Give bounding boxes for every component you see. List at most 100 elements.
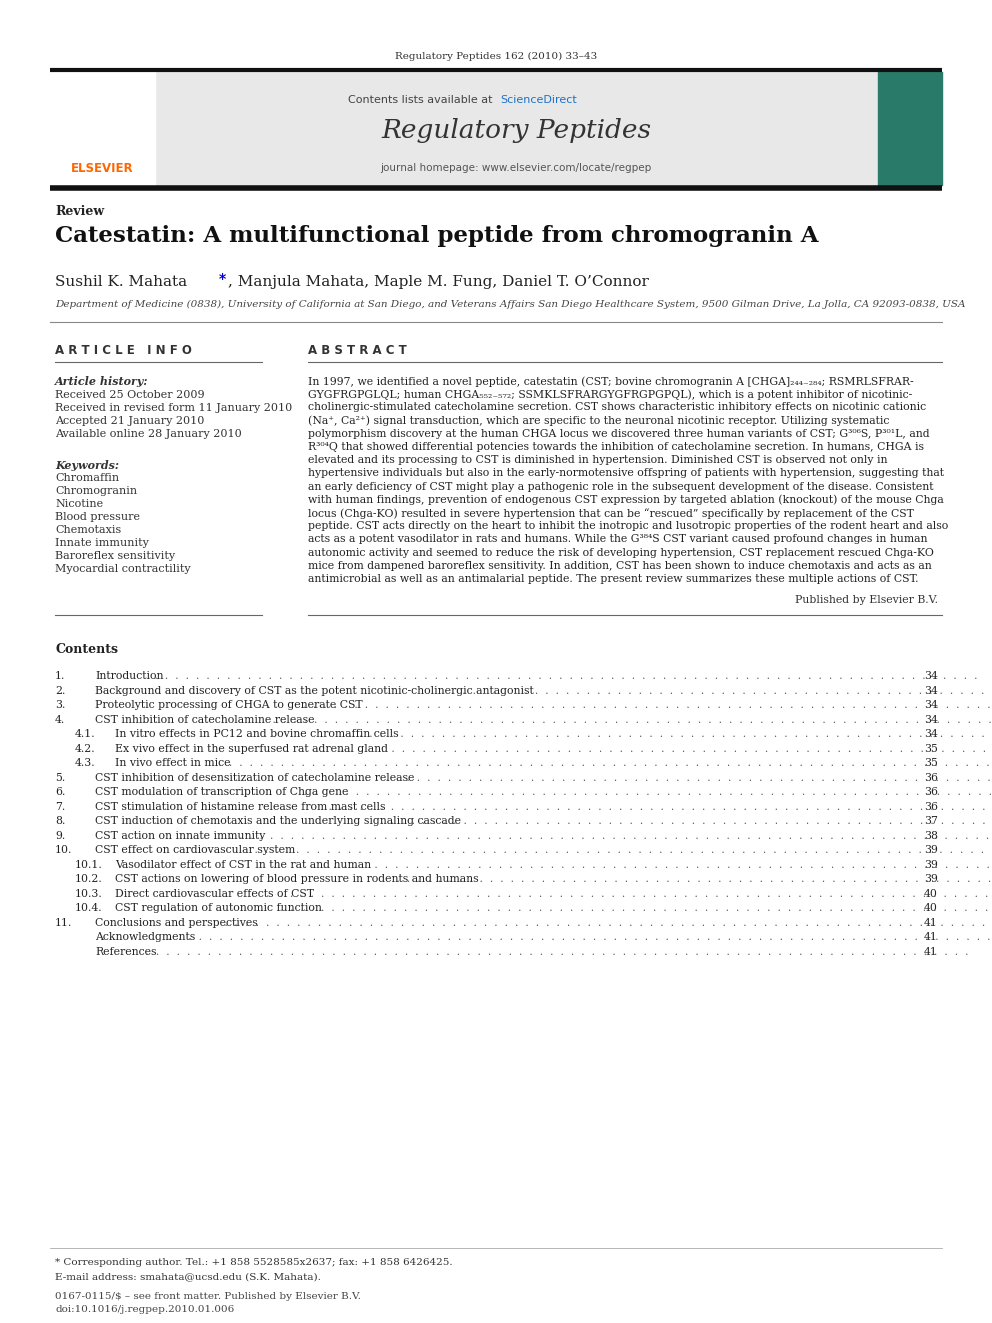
Text: elevated and its processing to CST is diminished in hypertension. Diminished CST: elevated and its processing to CST is di… — [308, 455, 888, 466]
Text: Available online 28 January 2010: Available online 28 January 2010 — [55, 429, 242, 439]
Text: Introduction: Introduction — [95, 671, 164, 681]
Text: Chemotaxis: Chemotaxis — [55, 525, 121, 534]
Text: A R T I C L E   I N F O: A R T I C L E I N F O — [55, 344, 191, 357]
Text: .  .  .  .  .  .  .  .  .  .  .  .  .  .  .  .  .  .  .  .  .  .  .  .  .  .  . : . . . . . . . . . . . . . . . . . . . . … — [269, 714, 992, 725]
Text: 10.4.: 10.4. — [75, 904, 102, 913]
Text: ScienceDirect: ScienceDirect — [500, 95, 576, 105]
Text: .  .  .  .  .  .  .  .  .  .  .  .  .  .  .  .  .  .  .  .  .  .  .  .  .  .  . : . . . . . . . . . . . . . . . . . . . . … — [221, 918, 992, 927]
Text: Innate immunity: Innate immunity — [55, 538, 149, 548]
Text: cholinergic-stimulated catecholamine secretion. CST shows characteristic inhibit: cholinergic-stimulated catecholamine sec… — [308, 402, 927, 413]
Text: .  .  .  .  .  .  .  .  .  .  .  .  .  .  .  .  .  .  .  .  .  .  .  .  .  .  . : . . . . . . . . . . . . . . . . . . . . … — [143, 947, 972, 957]
Text: 5.: 5. — [55, 773, 65, 783]
Text: 2.: 2. — [55, 685, 65, 696]
Text: .  .  .  .  .  .  .  .  .  .  .  .  .  .  .  .  .  .  .  .  .  .  .  .  .  .  . : . . . . . . . . . . . . . . . . . . . . … — [214, 758, 992, 769]
Text: Accepted 21 January 2010: Accepted 21 January 2010 — [55, 415, 204, 426]
Text: Keywords:: Keywords: — [55, 460, 119, 471]
Text: 35: 35 — [925, 744, 938, 754]
Text: antimicrobial as well as an antimalarial peptide. The present review summarizes : antimicrobial as well as an antimalarial… — [308, 574, 919, 583]
Text: 39: 39 — [925, 875, 938, 884]
Text: Contents lists available at: Contents lists available at — [348, 95, 496, 105]
Text: 36: 36 — [924, 802, 938, 812]
Text: .  .  .  .  .  .  .  .  .  .  .  .  .  .  .  .  .  .  .  .  .  .  .  .  .  .  . : . . . . . . . . . . . . . . . . . . . . … — [438, 685, 992, 696]
Text: .  .  .  .  .  .  .  .  .  .  .  .  .  .  .  .  .  .  .  .  .  .  .  .  .  .  . : . . . . . . . . . . . . . . . . . . . . … — [165, 933, 992, 942]
Text: 34: 34 — [925, 685, 938, 696]
Text: Blood pressure: Blood pressure — [55, 512, 140, 523]
Text: 10.: 10. — [55, 845, 72, 855]
Text: CST inhibition of desensitization of catecholamine release: CST inhibition of desensitization of cat… — [95, 773, 415, 783]
Text: Department of Medicine (0838), University of California at San Diego, and Vetera: Department of Medicine (0838), Universit… — [55, 300, 965, 310]
Text: Published by Elsevier B.V.: Published by Elsevier B.V. — [795, 595, 938, 605]
Text: Baroreflex sensitivity: Baroreflex sensitivity — [55, 550, 176, 561]
Text: peptide. CST acts directly on the heart to inhibit the inotropic and lusotropic : peptide. CST acts directly on the heart … — [308, 521, 948, 532]
Text: .  .  .  .  .  .  .  .  .  .  .  .  .  .  .  .  .  .  .  .  .  .  .  .  .  .  . : . . . . . . . . . . . . . . . . . . . . … — [345, 729, 992, 740]
Text: Conclusions and perspectives: Conclusions and perspectives — [95, 918, 258, 927]
Text: 3.: 3. — [55, 700, 65, 710]
Text: .  .  .  .  .  .  .  .  .  .  .  .  .  .  .  .  .  .  .  .  .  .  .  .  .  .  . : . . . . . . . . . . . . . . . . . . . . … — [276, 889, 992, 898]
Text: Ex vivo effect in the superfused rat adrenal gland: Ex vivo effect in the superfused rat adr… — [115, 744, 388, 754]
Text: 34: 34 — [925, 729, 938, 740]
Text: 0167-0115/$ – see front matter. Published by Elsevier B.V.: 0167-0115/$ – see front matter. Publishe… — [55, 1293, 361, 1301]
Text: Vasodilator effect of CST in the rat and human: Vasodilator effect of CST in the rat and… — [115, 860, 371, 869]
Text: 4.3.: 4.3. — [75, 758, 95, 769]
Text: E-mail address: smahata@ucsd.edu (S.K. Mahata).: E-mail address: smahata@ucsd.edu (S.K. M… — [55, 1271, 320, 1281]
Text: an early deficiency of CST might play a pathogenic role in the subsequent develo: an early deficiency of CST might play a … — [308, 482, 933, 492]
Text: Background and discovery of CST as the potent nicotinic-cholinergic antagonist: Background and discovery of CST as the p… — [95, 685, 534, 696]
Text: hypertensive individuals but also in the early-normotensive offspring of patient: hypertensive individuals but also in the… — [308, 468, 944, 479]
Text: In 1997, we identified a novel peptide, catestatin (CST; bovine chromogranin A [: In 1997, we identified a novel peptide, … — [308, 376, 914, 386]
Text: (Na⁺, Ca²⁺) signal transduction, which are specific to the neuronal nicotinic re: (Na⁺, Ca²⁺) signal transduction, which a… — [308, 415, 890, 426]
Text: CST regulation of autonomic function: CST regulation of autonomic function — [115, 904, 321, 913]
Text: mice from dampened baroreflex sensitivity. In addition, CST has been shown to in: mice from dampened baroreflex sensitivit… — [308, 561, 931, 570]
Text: 4.2.: 4.2. — [75, 744, 95, 754]
Text: CST stimulation of histamine release from mast cells: CST stimulation of histamine release fro… — [95, 802, 386, 812]
Text: locus (Chga-KO) resulted in severe hypertension that can be “rescued” specifical: locus (Chga-KO) resulted in severe hyper… — [308, 508, 914, 519]
Text: CST induction of chemotaxis and the underlying signaling cascade: CST induction of chemotaxis and the unde… — [95, 816, 461, 826]
Text: *: * — [219, 273, 226, 286]
Text: 34: 34 — [925, 700, 938, 710]
Text: 40: 40 — [925, 889, 938, 898]
Text: CST actions on lowering of blood pressure in rodents and humans: CST actions on lowering of blood pressur… — [115, 875, 478, 884]
Text: 36: 36 — [924, 787, 938, 798]
Text: Chromogranin: Chromogranin — [55, 486, 137, 496]
Text: doi:10.1016/j.regpep.2010.01.006: doi:10.1016/j.regpep.2010.01.006 — [55, 1304, 234, 1314]
Text: Acknowledgments: Acknowledgments — [95, 933, 195, 942]
Text: 40: 40 — [925, 904, 938, 913]
Text: In vivo effect in mice: In vivo effect in mice — [115, 758, 230, 769]
Text: 9.: 9. — [55, 831, 65, 840]
Text: 34: 34 — [925, 714, 938, 725]
Text: References: References — [95, 947, 157, 957]
Text: Received in revised form 11 January 2010: Received in revised form 11 January 2010 — [55, 404, 293, 413]
Text: 38: 38 — [924, 831, 938, 840]
Text: .  .  .  .  .  .  .  .  .  .  .  .  .  .  .  .  .  .  .  .  .  .  .  .  .  .  . : . . . . . . . . . . . . . . . . . . . . … — [225, 831, 992, 840]
Text: Regulatory Peptides 162 (2010) 33–43: Regulatory Peptides 162 (2010) 33–43 — [395, 52, 597, 61]
Text: Direct cardiovascular effects of CST: Direct cardiovascular effects of CST — [115, 889, 314, 898]
Text: * Corresponding author. Tel.: +1 858 5528585x2637; fax: +1 858 6426425.: * Corresponding author. Tel.: +1 858 552… — [55, 1258, 452, 1267]
Text: 37: 37 — [925, 816, 938, 826]
Text: 6.: 6. — [55, 787, 65, 798]
Text: 10.1.: 10.1. — [75, 860, 103, 869]
Text: 39: 39 — [925, 860, 938, 869]
Text: Received 25 October 2009: Received 25 October 2009 — [55, 390, 204, 400]
Text: .  .  .  .  .  .  .  .  .  .  .  .  .  .  .  .  .  .  .  .  .  .  .  .  .  .  . : . . . . . . . . . . . . . . . . . . . . … — [251, 845, 992, 855]
Text: autonomic activity and seemed to reduce the risk of developing hypertension, CST: autonomic activity and seemed to reduce … — [308, 548, 933, 557]
Text: 4.: 4. — [55, 714, 65, 725]
Text: Catestatin: A multifunctional peptide from chromogranin A: Catestatin: A multifunctional peptide fr… — [55, 225, 818, 247]
Text: .  .  .  .  .  .  .  .  .  .  .  .  .  .  .  .  .  .  .  .  .  .  .  .  .  .  . : . . . . . . . . . . . . . . . . . . . . … — [336, 744, 992, 754]
Text: 7.: 7. — [55, 802, 65, 812]
Text: Nicotine: Nicotine — [55, 499, 103, 509]
Text: 8.: 8. — [55, 816, 65, 826]
Text: In vitro effects in PC12 and bovine chromaffin cells: In vitro effects in PC12 and bovine chro… — [115, 729, 399, 740]
Text: Proteolytic processing of CHGA to generate CST: Proteolytic processing of CHGA to genera… — [95, 700, 363, 710]
Text: 39: 39 — [925, 845, 938, 855]
Text: Sushil K. Mahata: Sushil K. Mahata — [55, 275, 192, 288]
Text: CST inhibition of catecholamine release: CST inhibition of catecholamine release — [95, 714, 314, 725]
Text: 36: 36 — [924, 773, 938, 783]
Text: CST modulation of transcription of Chga gene: CST modulation of transcription of Chga … — [95, 787, 348, 798]
Text: GYGFRGPGLQL; human CHGA₅₅₂₋₅₇₂; SSMKLSFRARGYGFRGPGPQL), which is a potent inhibi: GYGFRGPGLQL; human CHGA₅₅₂₋₅₇₂; SSMKLSFR… — [308, 389, 913, 400]
Text: , Manjula Mahata, Maple M. Fung, Daniel T. O’Connor: , Manjula Mahata, Maple M. Fung, Daniel … — [228, 275, 649, 288]
Text: CST action on innate immunity: CST action on innate immunity — [95, 831, 266, 840]
Text: CST effect on cardiovascular system: CST effect on cardiovascular system — [95, 845, 296, 855]
Text: 11.: 11. — [55, 918, 72, 927]
Text: Myocardial contractility: Myocardial contractility — [55, 564, 190, 574]
Text: Article history:: Article history: — [55, 376, 149, 388]
Text: A B S T R A C T: A B S T R A C T — [308, 344, 407, 357]
